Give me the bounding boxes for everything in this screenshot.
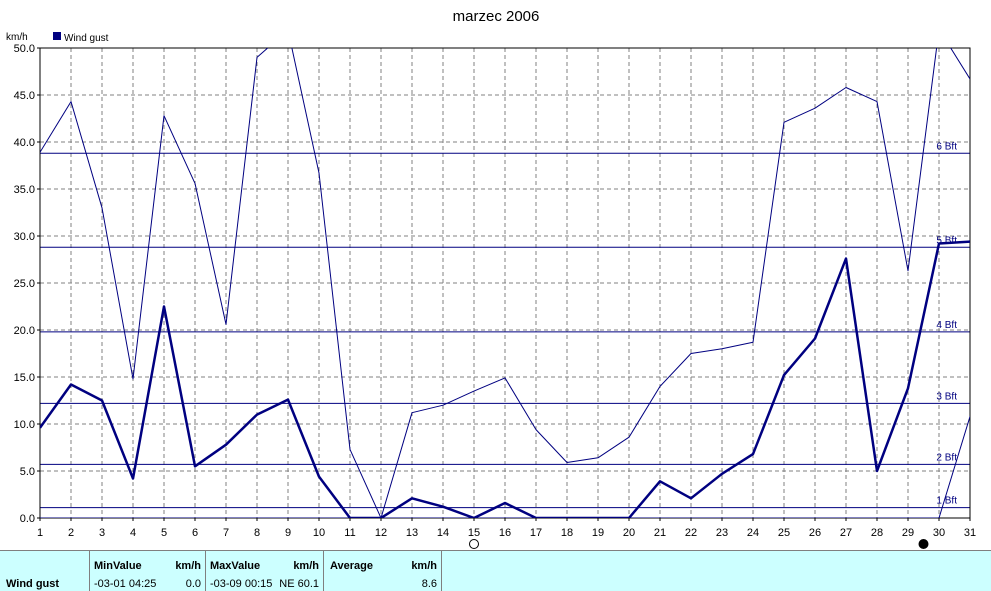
max-header: MaxValue [210, 560, 261, 572]
summary-max-cell: MaxValue km/h -03-09 00:15 NE 60.1 [206, 551, 324, 591]
x-tick-label: 25 [778, 527, 790, 539]
beaufort-label: 2 Bft [936, 452, 957, 463]
x-tick-label: 29 [902, 527, 914, 539]
min-time: -03-01 04:25 [94, 578, 157, 590]
y-tick-label: 20.0 [14, 325, 35, 337]
x-tick-label: 27 [840, 527, 852, 539]
x-tick-label: 19 [592, 527, 604, 539]
summary-avg-cell: Average km/h 8.6 [324, 551, 442, 591]
beaufort-label: 6 Bft [936, 141, 957, 152]
y-tick-label: 40.0 [14, 137, 35, 149]
y-tick-label: 10.0 [14, 419, 35, 431]
x-tick-label: 16 [499, 527, 511, 539]
y-tick-label: 0.0 [20, 513, 35, 525]
x-tick-label: 20 [623, 527, 635, 539]
summary-row-label: Wind gust [6, 578, 60, 590]
wind-gust-chart: marzec 2006 km/h Wind gust 1 Bft 2 Bft 3 B… [6, 8, 976, 549]
x-tick-label: 18 [561, 527, 573, 539]
beaufort-label: 3 Bft [936, 391, 957, 402]
legend-swatch [53, 32, 61, 40]
x-tick-label: 11 [344, 527, 355, 539]
min-value: 0.0 [185, 578, 201, 590]
x-tick-label: 22 [685, 527, 697, 539]
x-tick-label: 7 [223, 527, 229, 539]
x-tick-label: 8 [254, 527, 260, 539]
beaufort-label: 1 Bft [936, 496, 957, 507]
x-tick-label: 30 [933, 527, 945, 539]
y-tick-label: 30.0 [14, 231, 35, 243]
max-value: NE 60.1 [279, 578, 319, 590]
x-tick-label: 2 [68, 527, 74, 539]
x-tick-label: 4 [130, 527, 136, 539]
beaufort-label: 5 Bft [936, 235, 957, 246]
legend-label: Wind gust [64, 33, 109, 44]
x-tick-label: 28 [871, 527, 883, 539]
y-tick-label: 25.0 [14, 278, 35, 290]
new-moon-icon [918, 539, 929, 549]
max-time: -03-09 00:15 [210, 578, 273, 590]
chart-title: marzec 2006 [453, 8, 540, 25]
beaufort-label: 4 Bft [936, 320, 957, 331]
x-tick-label: 9 [285, 527, 291, 539]
avg-value: 8.6 [421, 578, 437, 590]
avg-header: Average [330, 560, 374, 572]
full-moon-icon [469, 539, 479, 549]
x-tick-label: 10 [313, 527, 325, 539]
series-line-average-thick [40, 240, 970, 518]
min-header: MinValue [94, 560, 142, 572]
x-tick-label: 17 [530, 527, 542, 539]
x-tick-label: 31 [964, 527, 976, 539]
x-tick-label: 26 [809, 527, 821, 539]
x-tick-label: 21 [654, 527, 666, 539]
x-tick-label: 12 [375, 527, 387, 539]
max-unit: km/h [293, 560, 319, 572]
x-tick-label: 14 [437, 527, 449, 539]
series-line-max-thin [40, 48, 970, 518]
y-axis-unit: km/h [6, 32, 28, 43]
x-tick-label: 15 [468, 527, 480, 539]
x-tick-label: 13 [406, 527, 418, 539]
x-tick-label: 5 [161, 527, 167, 539]
y-tick-label: 5.0 [20, 466, 35, 478]
y-tick-label: 50.0 [14, 43, 35, 55]
y-tick-label: 15.0 [14, 372, 35, 384]
y-tick-label: 45.0 [14, 90, 35, 102]
x-tick-label: 23 [716, 527, 728, 539]
summary-row-label-cell: Wind gust [0, 551, 90, 591]
x-tick-label: 24 [747, 527, 759, 539]
avg-unit: km/h [411, 560, 437, 572]
x-tick-label: 1 [37, 527, 43, 539]
summary-bar: Wind gust MinValue km/h -03-01 04:25 0.0… [0, 550, 991, 591]
y-tick-label: 35.0 [14, 184, 35, 196]
min-unit: km/h [175, 560, 201, 572]
summary-min-cell: MinValue km/h -03-01 04:25 0.0 [90, 551, 206, 591]
x-tick-label: 6 [192, 527, 198, 539]
x-tick-label: 3 [99, 527, 105, 539]
